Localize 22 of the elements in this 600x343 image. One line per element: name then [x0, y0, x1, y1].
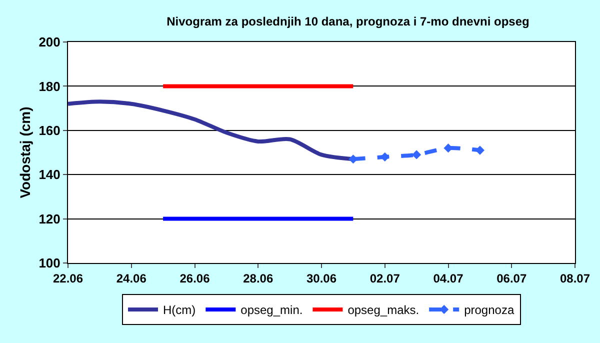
chart-title: Nivogram za poslednjih 10 dana, prognoza i 7-mo dnevni opseg	[166, 14, 530, 29]
legend-label: prognoza	[464, 303, 514, 318]
y-tick-label: 180	[38, 78, 60, 94]
x-tick-label: 24.06	[116, 271, 147, 286]
x-tick-label: 30.06	[306, 271, 337, 286]
y-tick-label: 120	[38, 211, 60, 226]
x-tick-label: 22.06	[52, 271, 84, 286]
x-tick-label: 06.07	[496, 271, 527, 286]
y-tick-label: 100	[38, 256, 60, 271]
legend-label: opseg_min.	[240, 303, 303, 318]
x-tick-label: 08.07	[560, 271, 590, 286]
point	[412, 150, 422, 160]
legend-label: H(cm)	[163, 303, 196, 318]
x-tick-label: 04.07	[433, 271, 464, 286]
legend-label: opseg_maks.	[348, 303, 420, 318]
y-tick-label: 160	[38, 122, 60, 138]
y-tick-label: 200	[38, 34, 60, 50]
y-tick-label: 140	[38, 167, 60, 182]
x-tick-label: 26.06	[180, 271, 210, 286]
x-tick-label: 02.07	[370, 271, 400, 286]
y-axis-title: Vodostaj (cm)	[17, 106, 33, 198]
x-tick-label: 28.06	[243, 271, 274, 286]
